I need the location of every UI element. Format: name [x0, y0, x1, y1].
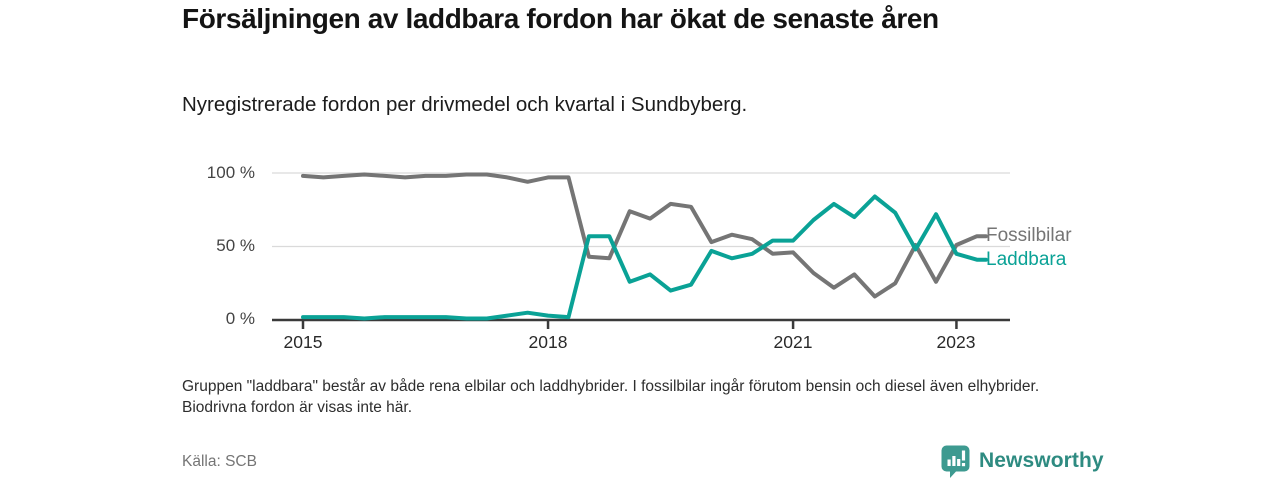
plot-area — [272, 172, 1010, 329]
legend-laddbara: Laddbara — [986, 248, 1067, 270]
newsworthy-icon — [941, 445, 970, 478]
x-axis-label-2021: 2021 — [773, 332, 813, 352]
y-axis-label-50: 50 % — [216, 236, 255, 255]
chart-footnote: Gruppen "laddbara" består av både rena e… — [182, 378, 1040, 416]
x-axis-label-2023: 2023 — [936, 332, 976, 352]
chart-subtitle: Nyregistrerade fordon per drivmedel och … — [182, 93, 748, 116]
newsworthy-wordmark: Newsworthy — [979, 449, 1104, 472]
legend-fossilbilar: Fossilbilar — [986, 225, 1072, 247]
source-label: Källa: SCB — [182, 453, 257, 470]
newsworthy-logo: Newsworthy — [940, 444, 1104, 478]
chart-title: Försäljningen av laddbara fordon har öka… — [182, 3, 939, 34]
line-chart: 100 % 50 % 0 % 2015 2018 2021 2023 Fossi… — [180, 148, 1100, 383]
y-axis-label-0: 0 % — [225, 309, 255, 328]
x-axis-label-2015: 2015 — [283, 332, 323, 352]
y-axis-label-100: 100 % — [206, 163, 255, 182]
x-axis-label-2018: 2018 — [528, 332, 568, 352]
